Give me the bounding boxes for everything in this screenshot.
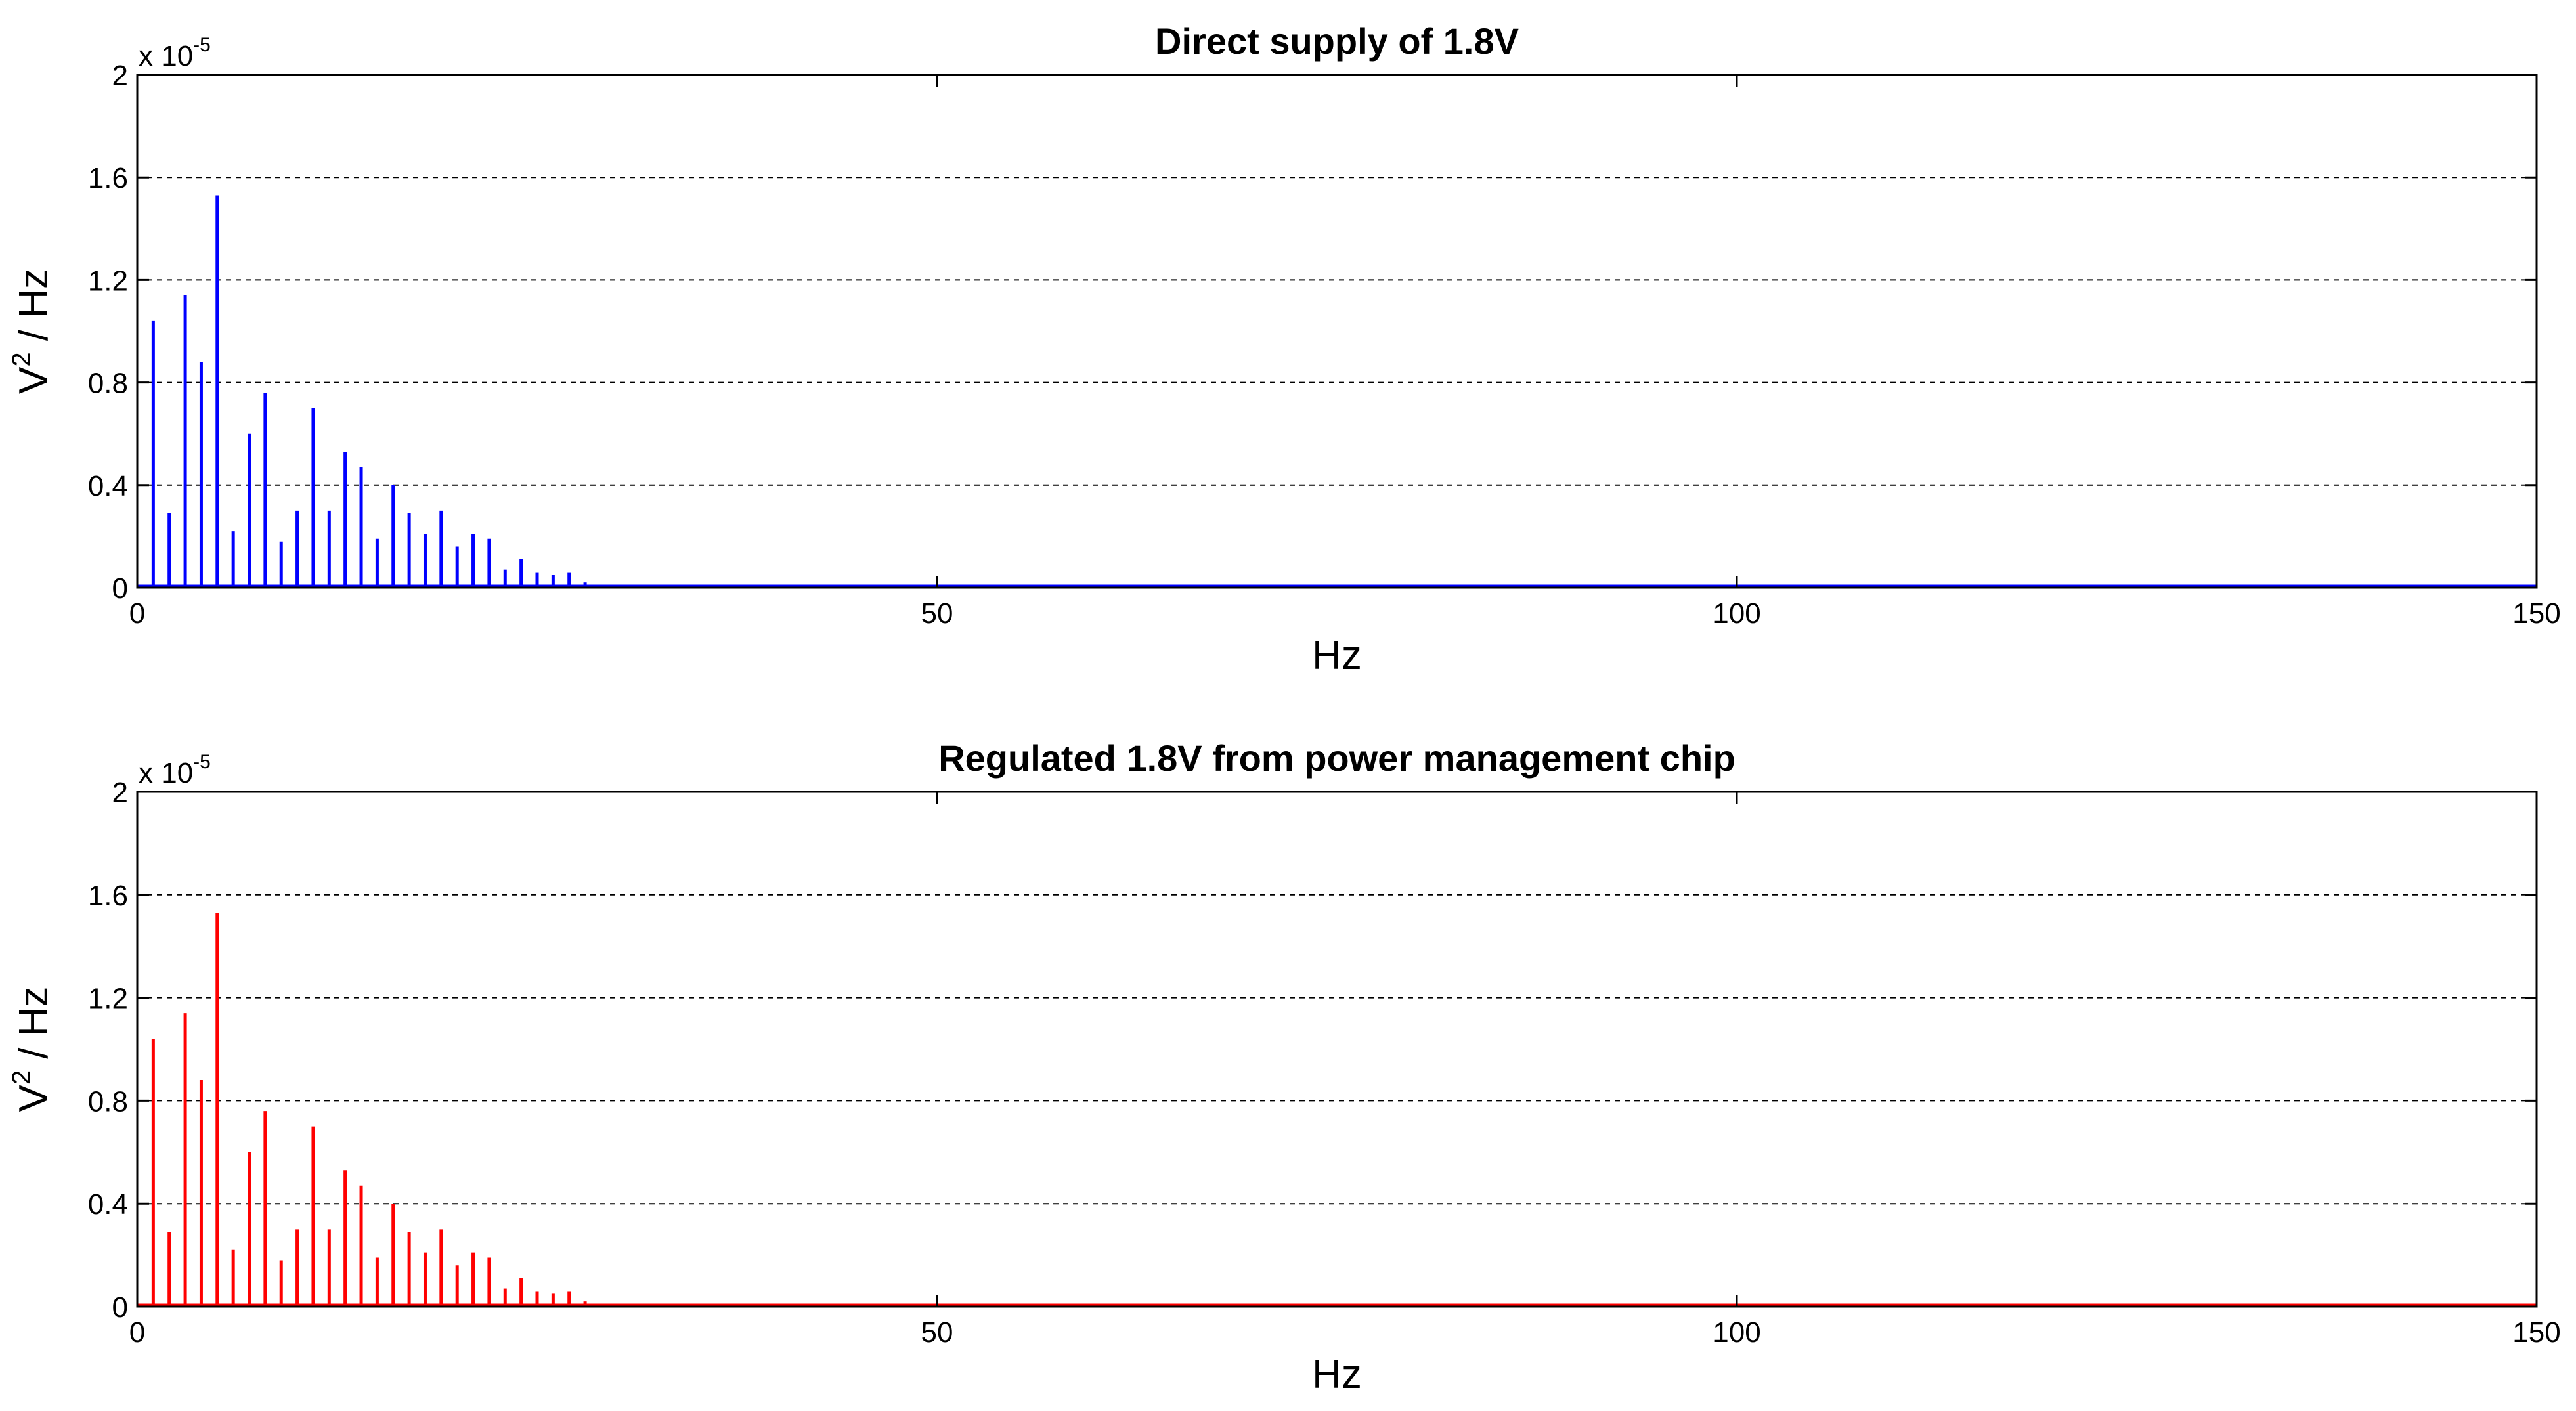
y-label-rest: / Hz bbox=[11, 269, 56, 352]
x-tick-label: 50 bbox=[921, 597, 953, 630]
y-multiplier: x 10-5 bbox=[139, 34, 211, 72]
y-tick-label: 0 bbox=[112, 1292, 128, 1324]
axes-frame bbox=[136, 791, 2538, 1308]
x-tick-label: 150 bbox=[2512, 597, 2560, 630]
y-tick-label: 0 bbox=[112, 573, 128, 605]
x-tick-label: 100 bbox=[1713, 597, 1760, 630]
plot-area bbox=[137, 792, 2537, 1307]
x-axis-label: Hz bbox=[1312, 1352, 1362, 1397]
y-tick-label: 0.4 bbox=[88, 1188, 128, 1221]
x-tick-label: 100 bbox=[1713, 1316, 1760, 1349]
y-label-base: V bbox=[11, 366, 56, 394]
axes-frame bbox=[136, 74, 2538, 589]
y-tick-label: 1.6 bbox=[88, 162, 128, 194]
y-tick-label: 0.8 bbox=[88, 1085, 128, 1118]
y-tick-label: 2 bbox=[112, 60, 128, 92]
y-label-exponent: 2 bbox=[7, 1070, 36, 1085]
y-tick-label: 1.6 bbox=[88, 880, 128, 912]
x-tick-label: 0 bbox=[129, 1316, 145, 1349]
y-label-rest: / Hz bbox=[11, 986, 56, 1070]
y-multiplier: x 10-5 bbox=[139, 751, 211, 789]
y-multiplier-exponent: -5 bbox=[193, 751, 211, 773]
y-axis-label: V2 / Hz bbox=[7, 269, 56, 394]
y-label-base: V bbox=[11, 1085, 56, 1112]
subplot-2: 0 50 100 150 0 0.4 0.8 1.2 1.6 2 x 10-5 Regulated 1… bbox=[7, 737, 2561, 1397]
y-tick-label: 1.2 bbox=[88, 265, 128, 297]
y-tick-label: 0.8 bbox=[88, 368, 128, 400]
y-multiplier-exponent: -5 bbox=[193, 34, 211, 56]
x-tick-label: 0 bbox=[129, 597, 145, 630]
x-tick-label: 150 bbox=[2512, 1316, 2560, 1349]
y-label-exponent: 2 bbox=[7, 352, 36, 366]
y-axis-label: V2 / Hz bbox=[7, 986, 56, 1112]
plot-area bbox=[137, 75, 2537, 588]
y-tick-label: 1.2 bbox=[88, 983, 128, 1015]
y-tick-label: 0.4 bbox=[88, 470, 128, 502]
y-tick-label: 2 bbox=[112, 777, 128, 809]
x-axis-label: Hz bbox=[1312, 633, 1362, 678]
chart-title: Regulated 1.8V from power management chi… bbox=[938, 737, 1736, 779]
x-tick-label: 50 bbox=[921, 1316, 953, 1349]
chart-title: Direct supply of 1.8V bbox=[1155, 20, 1519, 62]
subplot-1: 0 50 100 150 0 0.4 0.8 1.2 1.6 2 x 10-5 Direct supp… bbox=[7, 20, 2561, 678]
